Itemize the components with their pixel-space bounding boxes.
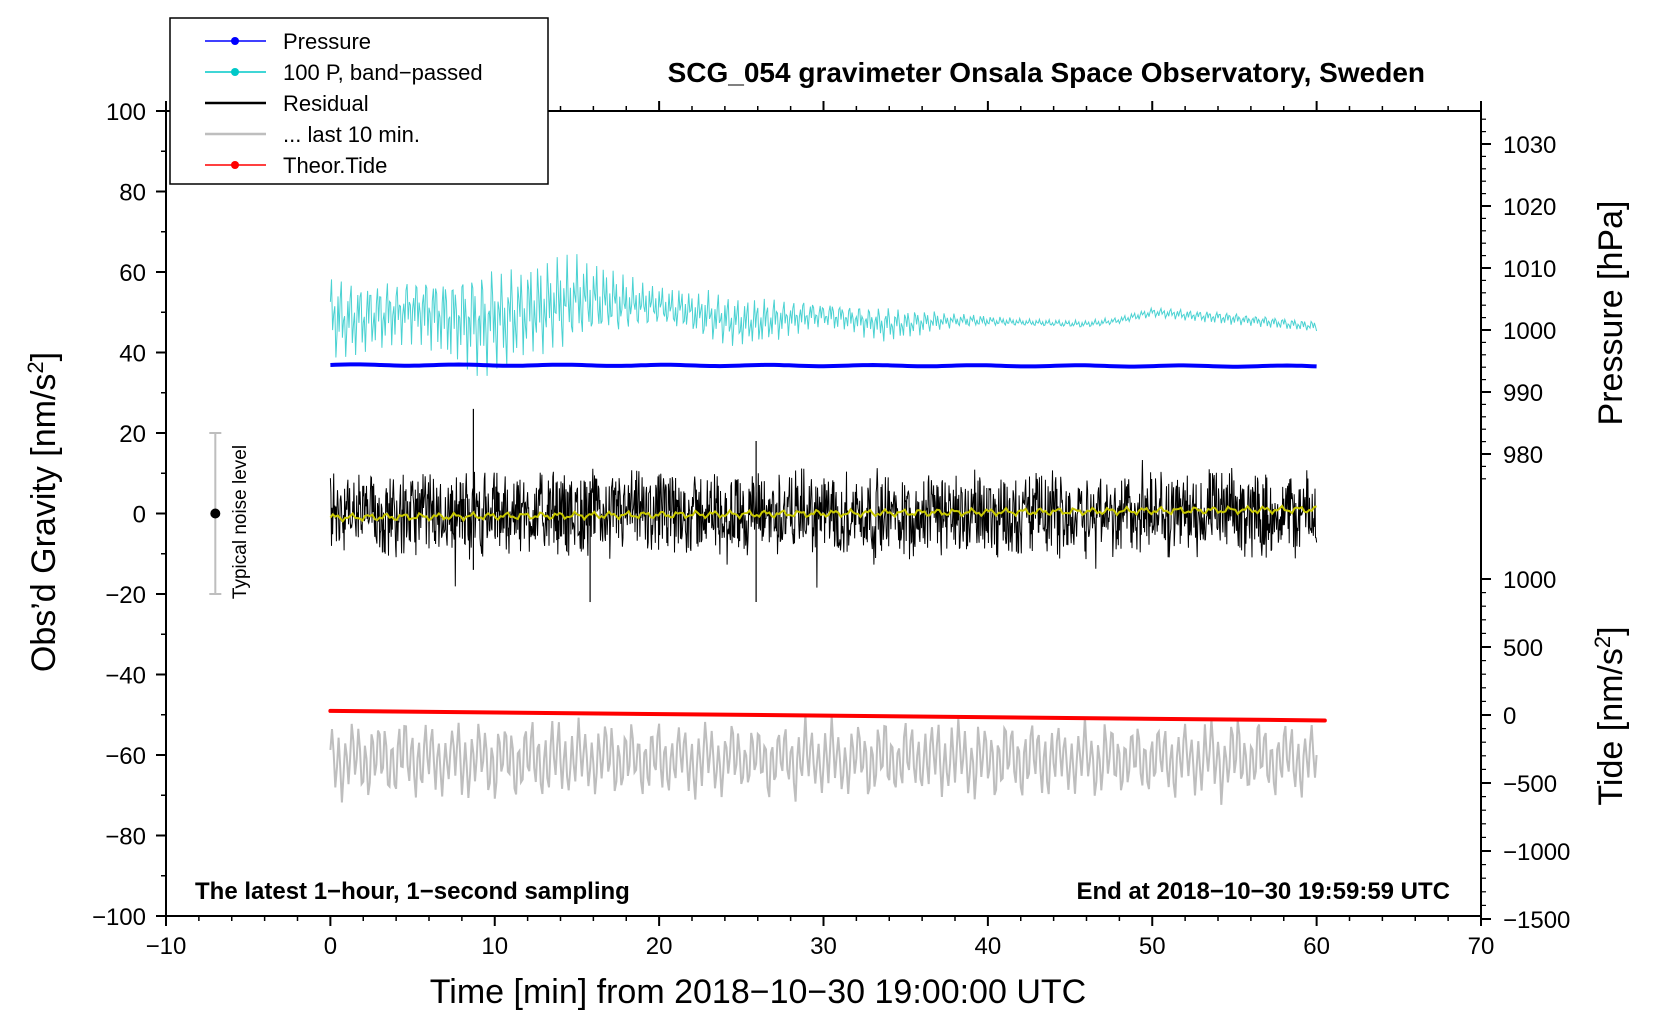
series-pressure xyxy=(330,362,1317,369)
y-tick-label: 60 xyxy=(119,260,146,287)
series-residual xyxy=(329,459,1318,588)
pressure-tick-label: 1020 xyxy=(1503,194,1556,221)
x-tick-label: −10 xyxy=(146,933,187,960)
y-tick-label: −80 xyxy=(105,824,146,851)
series-theor-tide xyxy=(328,708,1327,723)
data-series-layer xyxy=(209,254,1327,805)
y-tick-label: 100 xyxy=(106,99,146,126)
y-tick-label: −60 xyxy=(105,743,146,770)
series-residual-smoothed xyxy=(329,504,1317,523)
tide-tick-label: −500 xyxy=(1503,771,1557,798)
noise-level-center-dot xyxy=(210,508,221,519)
tide-tick-label: −1000 xyxy=(1503,839,1570,866)
tide-tick-label: 0 xyxy=(1503,703,1516,730)
x-axis-label: Time [min] from 2018−10−30 19:00:00 UTC xyxy=(430,973,1086,1011)
y-tick-label: 20 xyxy=(119,421,146,448)
x-tick-label: 60 xyxy=(1303,933,1330,960)
y-tick-label: −100 xyxy=(92,904,146,931)
x-tick-label: 20 xyxy=(646,933,673,960)
x-tick-label: 0 xyxy=(324,933,337,960)
noise-level-label: Typical noise level xyxy=(230,445,251,599)
legend-label: Pressure xyxy=(283,29,371,54)
legend-box xyxy=(169,17,549,185)
text-layer: SCG_054 gravimeter Onsala Space Observat… xyxy=(23,57,1630,1011)
legend: Pressure 100 P, band−passed Residual ... la… xyxy=(169,17,549,185)
legend-marker xyxy=(231,37,239,45)
pressure-tick-label: 1030 xyxy=(1503,132,1556,159)
pressure-tick-label: 1010 xyxy=(1503,256,1556,283)
x-tick-label: 50 xyxy=(1139,933,1166,960)
x-tick-label: 30 xyxy=(810,933,837,960)
y-tick-label: −40 xyxy=(105,663,146,690)
y-tick-label: 40 xyxy=(119,341,146,368)
y-tick-label: −20 xyxy=(105,582,146,609)
legend-marker xyxy=(231,161,239,169)
tide-tick-label: 1000 xyxy=(1503,567,1556,594)
pressure-tick-label: 980 xyxy=(1503,442,1543,469)
legend-label: 100 P, band−passed xyxy=(283,60,483,85)
legend-label: ... last 10 min. xyxy=(283,122,420,147)
annotation-left: The latest 1−hour, 1−second sampling xyxy=(195,878,630,905)
tide-tick-label: 500 xyxy=(1503,635,1543,662)
y-tick-label: 0 xyxy=(133,502,146,529)
pressure-tick-label: 990 xyxy=(1503,380,1543,407)
legend-marker xyxy=(231,68,239,76)
axes-layer: −10 0 10 20 30 40 50 60 70−100−80−60−40−20020406… xyxy=(92,99,1570,960)
y-axis-label-gravity: Obs’d Gravity [nm/s2] xyxy=(23,352,63,672)
y-axis-label-tide: Tide [nm/s2] xyxy=(1590,626,1630,805)
x-tick-label: 10 xyxy=(481,933,508,960)
legend-label: Residual xyxy=(283,91,369,116)
x-tick-label: 40 xyxy=(975,933,1002,960)
x-tick-label: 70 xyxy=(1468,933,1495,960)
series-last-10-min xyxy=(329,713,1318,805)
pressure-tick-label: 1000 xyxy=(1503,318,1556,345)
series-band-passed-pressure xyxy=(329,254,1318,376)
y-axis-label-pressure: Pressure [hPa] xyxy=(1592,201,1630,426)
y-tick-label: 80 xyxy=(119,180,146,207)
chart-title: SCG_054 gravimeter Onsala Space Observat… xyxy=(668,57,1425,88)
legend-label: Theor.Tide xyxy=(283,153,387,178)
annotation-right: End at 2018−10−30 19:59:59 UTC xyxy=(1076,878,1450,905)
tide-tick-label: −1500 xyxy=(1503,907,1570,934)
